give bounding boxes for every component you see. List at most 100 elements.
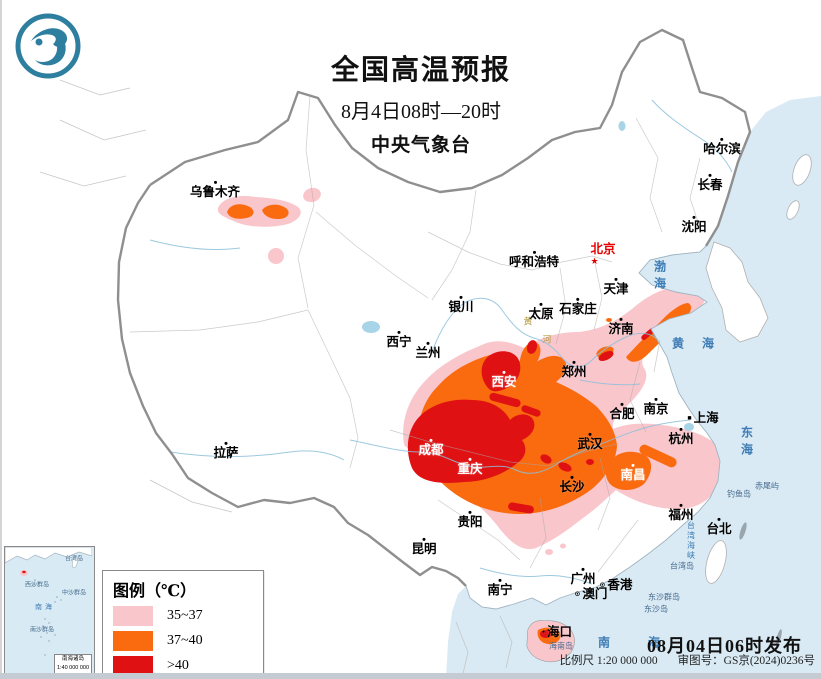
city-dot <box>708 173 712 177</box>
city-dot <box>679 503 683 507</box>
city-dot <box>422 537 426 541</box>
city-label-xining: 西宁 <box>386 330 412 349</box>
city-label-chengdu: 成都 <box>418 438 444 457</box>
city-dot <box>614 277 618 281</box>
inset-caption-title: 南海诸岛 <box>61 656 84 663</box>
city-label-zhengzhou: 郑州 <box>561 360 587 379</box>
coastline <box>465 245 721 610</box>
city-dot <box>576 297 580 301</box>
publish-time: 08月04日06时发布 <box>647 636 802 656</box>
legend-title: 图例（℃） <box>113 583 197 600</box>
national-border-south <box>116 184 467 587</box>
city-label-haikou: ● 海口 <box>541 624 573 639</box>
national-border <box>149 28 752 247</box>
river-label-he: 河 <box>542 334 552 345</box>
city-dot <box>581 567 585 571</box>
city-label-guangzhou: 广州 <box>570 567 596 586</box>
city-label-xian: 西安 <box>491 370 517 389</box>
city-label-lanzhou: 兰州 <box>415 341 441 360</box>
taiwan-island <box>705 540 727 584</box>
legend-swatch-orange <box>113 631 153 651</box>
city-label-yinchuan: 银川 <box>448 295 474 314</box>
sea-shape <box>446 96 821 679</box>
approval-number: 审图号：GS京(2024)0236号 <box>677 655 815 667</box>
island-label-hainan: 海南岛 <box>549 641 573 651</box>
city-dot <box>619 317 623 321</box>
city-dot <box>631 463 635 467</box>
capital-star-icon: ★ <box>590 255 599 266</box>
city-dot <box>620 402 624 406</box>
river-label-huang: 黄 <box>523 316 533 327</box>
city-label-hongkong: ⊙ 香港 <box>599 577 633 592</box>
legend-swatch-red <box>113 656 153 676</box>
rivers <box>149 99 733 585</box>
city-dot: ● <box>541 628 546 635</box>
city-label-wuhan: 武汉 <box>577 432 603 451</box>
city-dot <box>498 578 502 582</box>
city-dot <box>679 427 683 431</box>
city-dot <box>468 510 472 514</box>
legend-item: 35~37 <box>113 606 263 626</box>
city-label-taipei: 台北 <box>706 517 732 536</box>
city-dot <box>570 475 574 479</box>
legend-label: >40 <box>167 658 189 673</box>
city-label-fuzhou: 福州 <box>668 503 694 521</box>
legend-item: >40 <box>113 656 263 676</box>
city-dot <box>654 397 658 401</box>
city-dot <box>720 137 724 141</box>
cma-logo <box>15 13 81 79</box>
city-dot <box>426 341 430 345</box>
city-label-beijing: 北京 ★ <box>590 241 616 266</box>
bottom-edge-bar <box>0 673 821 679</box>
city-dot <box>588 432 592 436</box>
city-label-nanchang: 南昌 <box>620 463 646 482</box>
sea-label-taiwan-strait: 台湾海峡 <box>686 521 696 561</box>
city-label-chongqing: 重庆 <box>457 457 483 476</box>
legend-item: 37~40 <box>113 631 263 651</box>
city-label-lhasa: 拉萨 <box>213 441 239 460</box>
city-label-hefei: 合肥 <box>609 402 635 421</box>
sea-label-bohai: 渤海 <box>652 260 667 294</box>
city-dot <box>539 302 543 306</box>
lakes <box>362 121 694 431</box>
city-label-hohhot: 呼和浩特 <box>509 250 559 269</box>
inset-label-zhongsha: 中沙群岛 <box>61 590 87 597</box>
city-label-hangzhou: 杭州 <box>668 427 694 446</box>
agency-name: 中央气象台 <box>370 135 471 156</box>
inset-svg <box>4 546 93 656</box>
inset-label-taiwan: 台湾岛 <box>64 556 84 563</box>
inset-caption-scale: 1:40 000 000 <box>56 665 90 672</box>
city-label-urumqi: 乌鲁木齐 <box>190 180 240 199</box>
city-label-shenyang: 沈阳 <box>681 215 707 234</box>
inset-map-south-china-sea: 台湾岛 西沙群岛 中沙群岛 南海 南沙群岛 南海诸岛 1:40 000 000 <box>4 546 95 678</box>
island-label-taiwan: 台湾岛 <box>670 561 694 571</box>
neighbour-borders <box>39 79 513 679</box>
island-label-dongsha-qundao: 东沙群岛 <box>648 592 680 602</box>
city-label-shanghai: ■ 上海 <box>687 410 719 425</box>
city-label-changchun: 长春 <box>697 173 723 192</box>
city-label-jinan: 济南 <box>608 317 634 336</box>
city-dot <box>459 295 463 299</box>
city-dot <box>429 438 433 442</box>
province-borders <box>129 94 701 573</box>
inset-label-south-sea: 南海 <box>35 604 55 611</box>
city-dot <box>468 457 472 461</box>
sea-label-south-china-sea: 南海 <box>597 635 699 650</box>
map-scale-line: 比例尺 1:20 000 000 审图号：GS京(2024)0236号 <box>560 652 815 668</box>
city-dot <box>532 250 536 254</box>
city-dot <box>717 517 721 521</box>
map-scale: 比例尺 1:20 000 000 <box>559 655 658 667</box>
city-label-changsha: 长沙 <box>559 475 585 494</box>
city-circle-marker: ⊙ <box>574 590 581 598</box>
page-title: 全国高温预报 <box>330 55 511 86</box>
city-dot <box>692 215 696 219</box>
city-label-nanjing: 南京 <box>643 397 669 416</box>
legend-box: 图例（℃） 35~37 37~40 >40 <box>102 570 264 678</box>
forecast-time-range: 8月4日08时—20时 <box>341 101 501 123</box>
city-label-macau: ⊙ 澳门 <box>574 586 608 601</box>
city-dot <box>502 370 506 374</box>
title-block: 全国高温预报 8月4日08时—20时 中央气象台 <box>261 48 581 157</box>
left-edge-bar <box>0 0 2 679</box>
island-label-dongsha-dao: 东沙岛 <box>644 604 668 614</box>
